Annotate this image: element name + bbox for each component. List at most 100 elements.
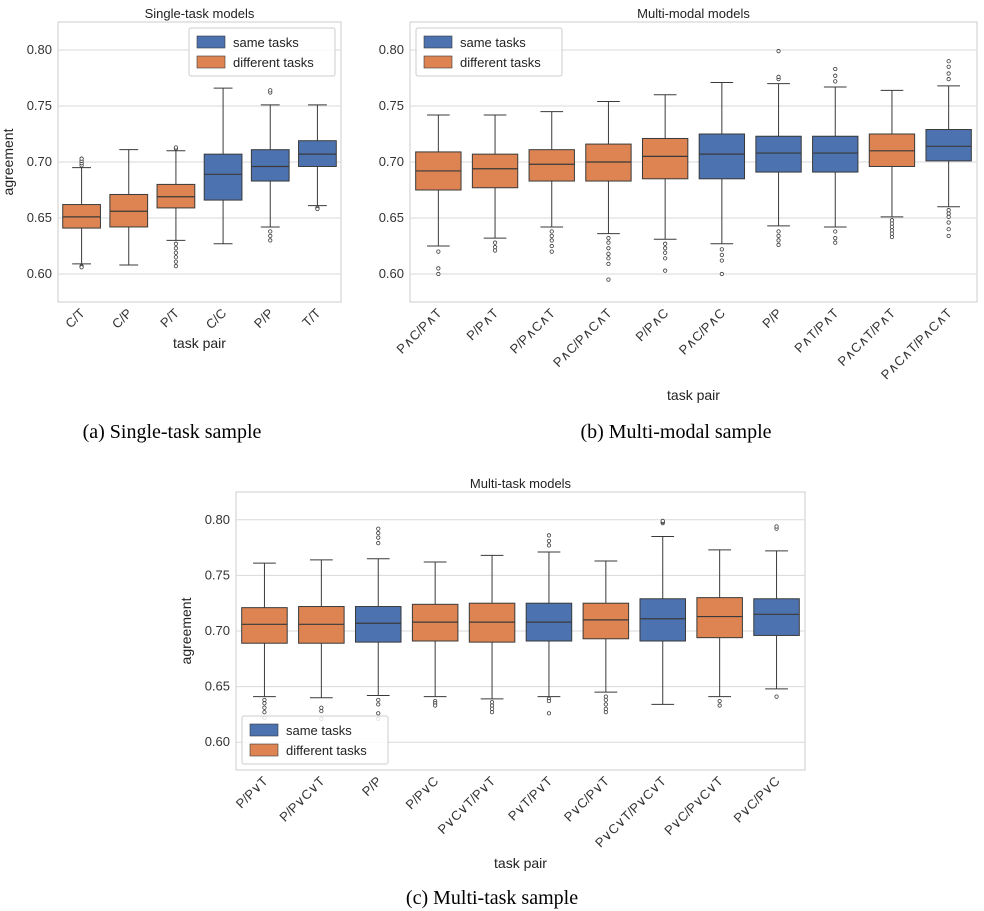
- outlier-point: [492, 248, 498, 253]
- outlier-point: [889, 221, 895, 226]
- outlier-point: [663, 268, 668, 273]
- outlier-point: [606, 261, 611, 267]
- iqr-box: [696, 597, 743, 639]
- outlier-point: [719, 258, 724, 263]
- outlier-point: [603, 694, 608, 699]
- outlier-point: [946, 64, 951, 69]
- box-P∧C∧T/P∧C∧T: [925, 59, 972, 239]
- legend-label-same: same tasks: [233, 35, 299, 50]
- outlier-point: [376, 702, 381, 707]
- outlier-point: [946, 227, 951, 232]
- y-tick-label: 0.65: [379, 210, 404, 225]
- outlier-point: [433, 703, 438, 708]
- box-P/P∨C: [411, 561, 459, 708]
- outlier-point: [546, 698, 552, 704]
- box-P∧C/P∧T: [415, 114, 462, 277]
- outlier-point: [173, 145, 179, 150]
- box-P/P∨T: [241, 562, 288, 720]
- outlier-point: [376, 711, 381, 716]
- outlier-point: [319, 705, 324, 710]
- outlier-point: [376, 535, 381, 540]
- y-tick-label: 0.75: [379, 98, 404, 113]
- outlier-point: [492, 240, 498, 245]
- x-tick-label: C/T: [62, 305, 87, 330]
- legend-label-different: different tasks: [286, 743, 367, 758]
- x-axis-label: task pair: [173, 335, 226, 351]
- box-C/P: [109, 149, 149, 266]
- outlier-point: [776, 242, 781, 247]
- outlier-point: [546, 543, 552, 548]
- x-tick-label: P∨C/P∨C∨T: [661, 773, 726, 838]
- outlier-point: [268, 238, 273, 243]
- x-tick-label: C/C: [203, 306, 229, 332]
- legend: same tasks different tasks: [241, 715, 389, 765]
- outlier-point: [774, 694, 779, 699]
- box-P∨C∨T/P∨C∨T: [639, 518, 687, 705]
- x-tick-label: P/P: [251, 306, 276, 331]
- y-tick-label: 0.75: [27, 98, 52, 113]
- outlier-point: [436, 249, 441, 254]
- outlier-point: [663, 241, 668, 246]
- y-tick-label: 0.60: [205, 734, 230, 749]
- iqr-box: [354, 606, 402, 643]
- outlier-point: [946, 233, 951, 239]
- outlier-point: [889, 224, 895, 230]
- outlier-point: [719, 271, 724, 277]
- outlier-point: [946, 208, 951, 213]
- x-tick-label: P/P∧C∧T: [507, 305, 558, 356]
- outlier-point: [833, 240, 838, 245]
- x-axis-label: task pair: [667, 387, 720, 403]
- legend: same tasks different tasks: [415, 27, 563, 77]
- iqr-box: [755, 135, 802, 173]
- y-tick-label: 0.80: [205, 512, 230, 527]
- outlier-point: [889, 231, 895, 236]
- outlier-point: [173, 250, 179, 255]
- outlier-point: [436, 271, 441, 277]
- caption-c: (c) Multi-task sample: [406, 887, 578, 909]
- outlier-point: [262, 705, 267, 710]
- y-tick-label: 0.65: [27, 210, 52, 225]
- chart-title: Multi-task models: [470, 476, 572, 491]
- outlier-point: [268, 229, 273, 234]
- outlier-point: [663, 256, 668, 261]
- outlier-point: [833, 229, 838, 234]
- outlier-point: [262, 701, 267, 706]
- outlier-point: [549, 243, 554, 249]
- x-tick-label: P∨C/P∨T: [561, 773, 612, 824]
- legend-frame: [241, 715, 389, 765]
- x-tick-label: P∧C/P∧T: [393, 305, 444, 356]
- outlier-point: [549, 238, 554, 243]
- legend-label-different: different tasks: [460, 55, 541, 70]
- box-P/P: [755, 49, 802, 247]
- iqr-box: [250, 149, 290, 182]
- outlier-point: [719, 252, 724, 258]
- outlier-point: [946, 71, 951, 76]
- outlier-point: [833, 79, 838, 84]
- x-tick-label: P/T: [157, 305, 182, 330]
- outlier-point: [776, 229, 781, 234]
- outlier-point: [946, 77, 951, 82]
- outlier-point: [173, 259, 179, 264]
- outlier-point: [603, 697, 608, 703]
- outlier-point: [889, 228, 895, 233]
- outlier-point: [549, 249, 554, 254]
- iqr-box: [528, 149, 575, 182]
- box-P/P∧T: [471, 114, 519, 253]
- outlier-point: [833, 66, 838, 72]
- y-tick-label: 0.60: [379, 266, 404, 281]
- iqr-box: [203, 153, 243, 201]
- box-C/T: [62, 156, 101, 270]
- chart-title: Single-task models: [145, 6, 255, 21]
- iqr-box: [582, 602, 630, 640]
- outlier-point: [946, 220, 951, 225]
- legend-swatch-same: [196, 35, 226, 49]
- legend-frame: [415, 27, 563, 77]
- x-tick-label: P∧C∧T/P∧T: [835, 305, 899, 369]
- outlier-point: [79, 265, 84, 270]
- chart-title: Multi-modal models: [637, 6, 750, 21]
- caption-a: (a) Single-task sample: [83, 421, 262, 443]
- x-tick-label: C/P: [109, 306, 135, 332]
- outlier-point: [492, 245, 498, 250]
- legend-swatch-different: [249, 743, 279, 757]
